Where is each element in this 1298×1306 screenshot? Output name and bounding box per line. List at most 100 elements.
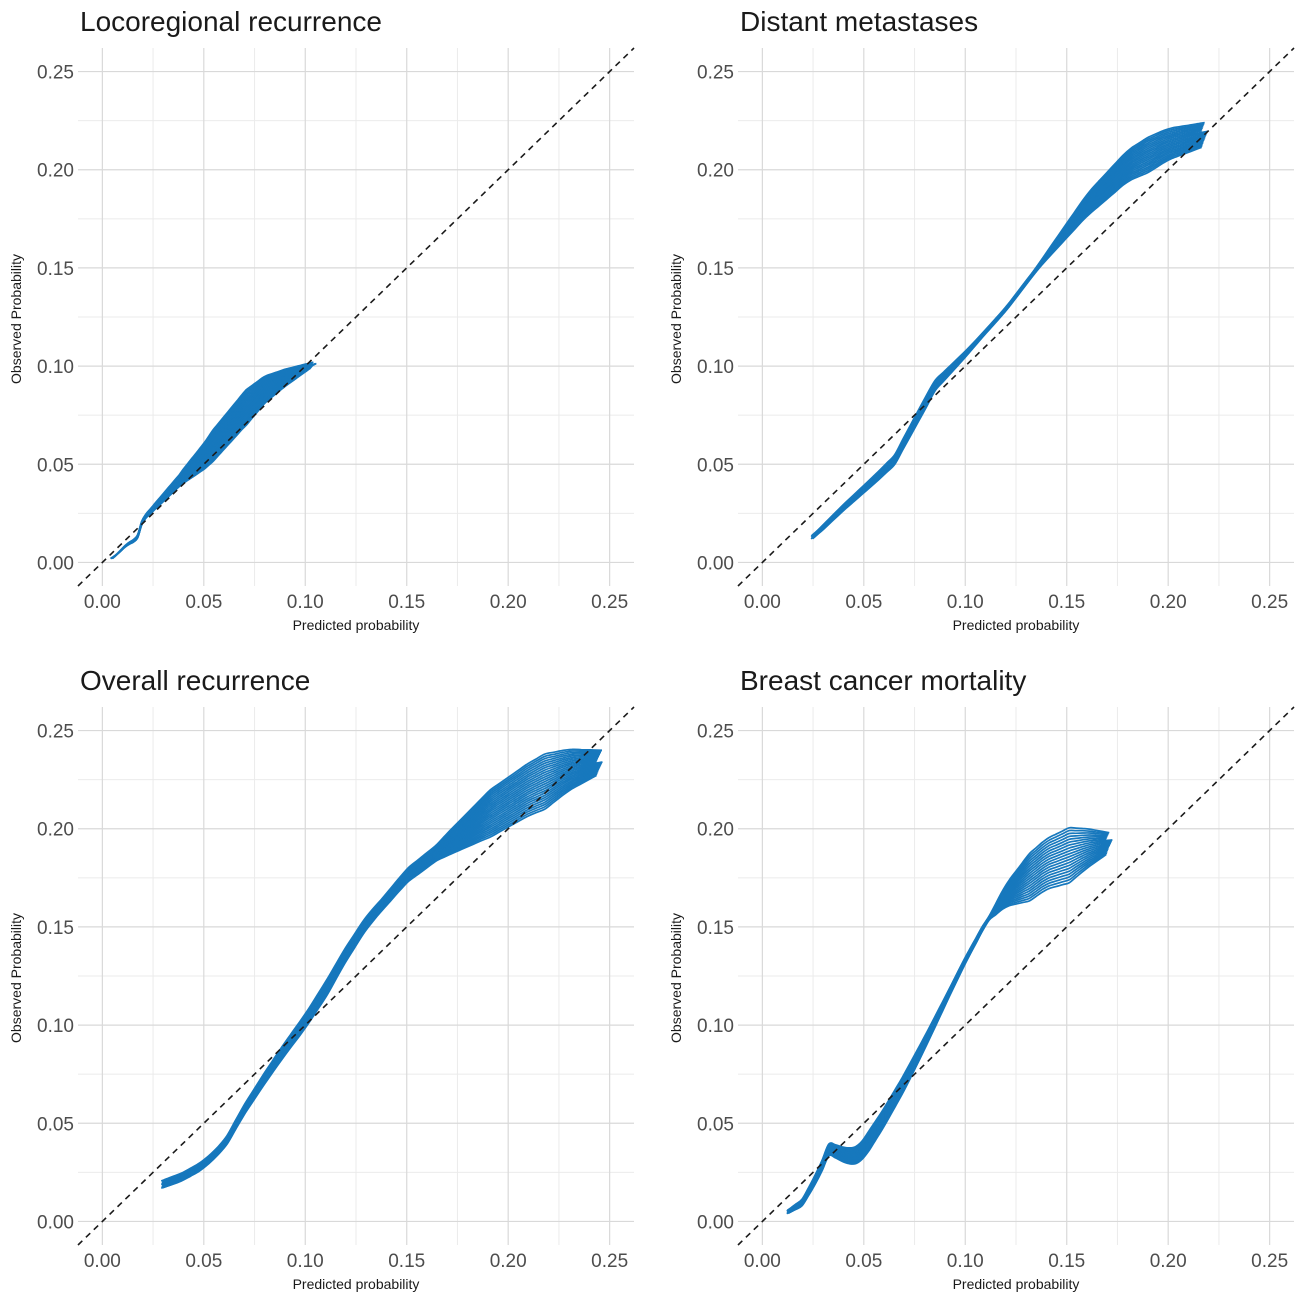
reference-diagonal [77, 706, 635, 1246]
x-tick-label: 0.10 [947, 592, 984, 613]
x-axis-label: Predicted probability [293, 1276, 420, 1292]
y-tick-label: 0.05 [37, 1114, 74, 1135]
calibration-curve [162, 750, 602, 1182]
reference-diagonal [737, 47, 1295, 587]
y-tick-label: 0.20 [697, 820, 734, 841]
calibration-curve [164, 748, 603, 1181]
calibration-curve [162, 753, 601, 1183]
y-tick-label: 0.15 [697, 259, 734, 280]
y-tick-label: 0.10 [37, 357, 74, 378]
y-tick-label: 0.15 [697, 918, 734, 939]
y-tick-label: 0.00 [697, 1212, 734, 1233]
calibration-curve [162, 758, 598, 1184]
y-tick-label: 0.15 [37, 259, 74, 280]
calibration-curve [811, 134, 1207, 538]
calibration-curves [810, 121, 1208, 540]
x-tick-label: 0.05 [845, 1251, 882, 1272]
y-tick-label: 0.25 [697, 63, 734, 84]
calibration-curve [161, 770, 599, 1188]
calibration-curve [160, 774, 597, 1189]
x-tick-label: 0.00 [744, 1251, 781, 1272]
x-tick-label: 0.00 [744, 592, 781, 613]
calibration-curve [164, 772, 598, 1188]
panel-title: Distant metastases [740, 6, 979, 37]
x-tick-label: 0.15 [1048, 1251, 1085, 1272]
calibration-curve [810, 128, 1203, 537]
y-tick-label: 0.25 [37, 722, 74, 743]
y-tick-label: 0.25 [37, 63, 74, 84]
calibration-curve [163, 752, 601, 1182]
y-tick-label: 0.20 [37, 820, 74, 841]
calibration-curve [787, 852, 1108, 1215]
y-tick-label: 0.10 [37, 1016, 74, 1037]
x-tick-label: 0.25 [591, 592, 628, 613]
y-tick-label: 0.25 [697, 722, 734, 743]
calibration-curves [110, 361, 317, 560]
x-tick-label: 0.00 [84, 592, 121, 613]
y-axis-label: Observed Probability [668, 913, 684, 1043]
panel-title: Locoregional recurrence [80, 6, 382, 37]
x-tick-label: 0.05 [185, 1251, 222, 1272]
x-tick-label: 0.25 [1251, 592, 1288, 613]
x-tick-label: 0.20 [490, 592, 527, 613]
x-tick-label: 0.10 [947, 1251, 984, 1272]
calibration-curve [160, 762, 603, 1186]
y-tick-label: 0.10 [697, 357, 734, 378]
x-tick-label: 0.00 [84, 1251, 121, 1272]
y-tick-label: 0.00 [37, 1212, 74, 1233]
x-tick-label: 0.15 [1048, 592, 1085, 613]
calibration-curve [162, 769, 599, 1188]
y-tick-label: 0.00 [37, 553, 74, 574]
y-tick-label: 0.10 [697, 1016, 734, 1037]
calibration-curve [113, 361, 314, 558]
x-tick-label: 0.25 [1251, 1251, 1288, 1272]
calibration-curve [789, 850, 1108, 1214]
calibration-curve [812, 130, 1208, 538]
y-axis-label: Observed Probability [8, 913, 24, 1043]
calibration-curve [162, 773, 598, 1189]
calibration-curve [790, 826, 1110, 1209]
panel-title: Overall recurrence [80, 665, 311, 696]
grid [738, 707, 1294, 1245]
y-axis-label: Observed Probability [668, 254, 684, 384]
grid [738, 48, 1294, 586]
calibration-curve [164, 760, 597, 1185]
reference-diagonal [737, 706, 1295, 1246]
calibration-plot: 0.00 0.00 0.05 0.05 0.10 0.10 0.15 0.15 0.20 0.20… [668, 706, 1295, 1292]
y-axis-label: Observed Probability [8, 254, 24, 384]
y-tick-label: 0.05 [697, 1114, 734, 1135]
calibration-curve [811, 124, 1204, 537]
x-tick-label: 0.20 [1150, 1251, 1187, 1272]
x-tick-label: 0.20 [490, 1251, 527, 1272]
x-tick-label: 0.20 [1150, 592, 1187, 613]
calibration-curve [813, 129, 1202, 536]
x-tick-label: 0.15 [388, 592, 425, 613]
y-tick-label: 0.05 [37, 455, 74, 476]
calibration-curve [814, 125, 1204, 535]
panel-breast-cancer-mortality: Breast cancer mortality 0.00 0.00 0.05 0.05… [660, 659, 1298, 1306]
calibration-curve [164, 757, 599, 1183]
x-axis-label: Predicted probability [293, 617, 420, 633]
calibration-curves [160, 748, 603, 1189]
panel-overall-recurrence: Overall recurrence 0.00 0.00 0.05 0.05 0.10 0… [0, 659, 649, 1306]
y-tick-label: 0.00 [697, 553, 734, 574]
panel-distant-metastases: Distant metastases 0.00 0.00 0.05 0.05 0.10 0… [660, 0, 1298, 647]
calibration-curve [164, 754, 600, 1182]
x-axis-label: Predicted probability [953, 1276, 1080, 1292]
calibration-curve [160, 751, 602, 1182]
x-tick-label: 0.25 [591, 1251, 628, 1272]
grid [78, 48, 634, 586]
calibration-curve [162, 761, 603, 1185]
calibration-curve [812, 123, 1205, 536]
x-tick-label: 0.05 [185, 592, 222, 613]
calibration-plot: 0.00 0.00 0.05 0.05 0.10 0.10 0.15 0.15 0.20 0.20… [668, 47, 1295, 633]
y-tick-label: 0.20 [37, 161, 74, 182]
calibration-curve [812, 127, 1203, 537]
calibration-curve [810, 131, 1208, 538]
x-tick-label: 0.10 [287, 592, 324, 613]
panel-locoregional-recurrence: Locoregional recurrence 0.00 0.00 0.05 0.05… [0, 0, 649, 647]
calibration-curve [814, 121, 1205, 534]
calibration-curve [161, 759, 598, 1185]
calibration-plot: 0.00 0.00 0.05 0.05 0.10 0.10 0.15 0.15 0.20 0.20… [8, 706, 635, 1292]
